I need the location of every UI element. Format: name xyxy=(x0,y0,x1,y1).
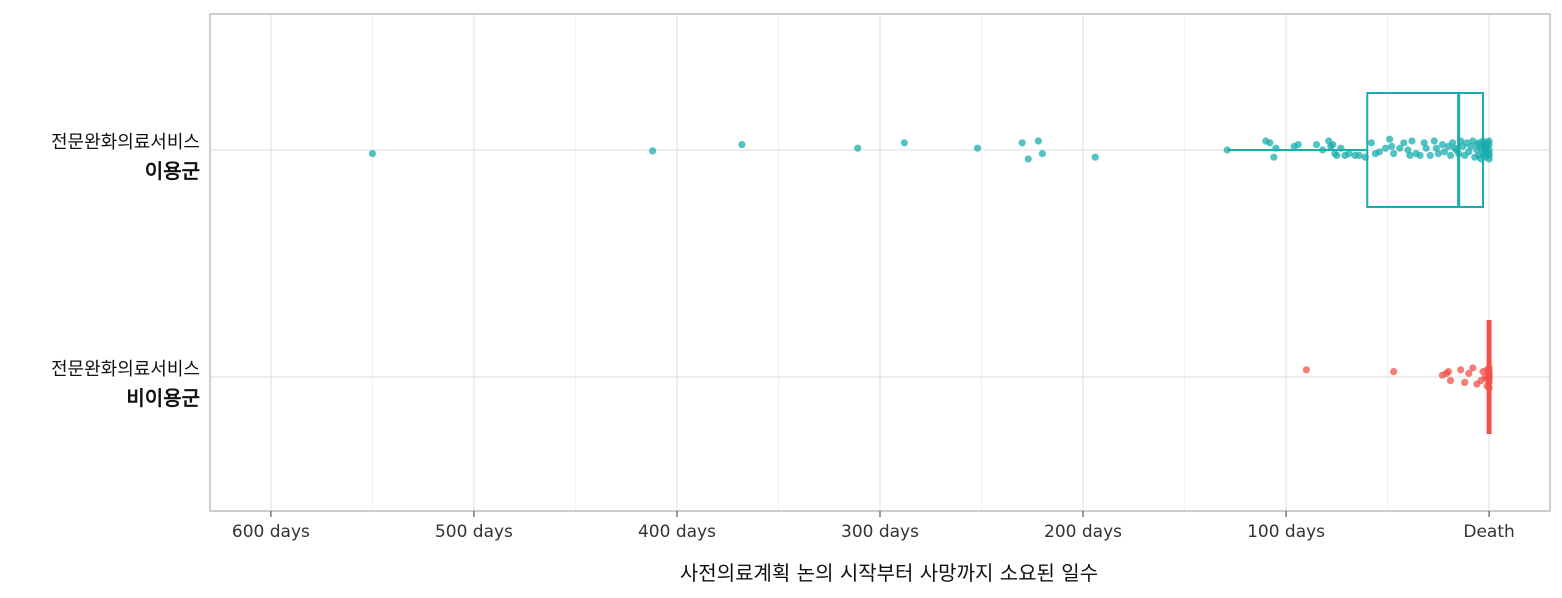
data-point xyxy=(649,147,657,155)
data-point xyxy=(1367,139,1375,147)
data-point xyxy=(1430,137,1438,145)
data-point xyxy=(1375,148,1384,156)
data-point xyxy=(1337,144,1345,152)
data-point xyxy=(854,144,862,152)
group-label-line1: 전문완화의료서비스 xyxy=(51,359,200,380)
data-point xyxy=(1420,139,1428,147)
data-point xyxy=(1485,384,1493,392)
data-point xyxy=(1457,137,1465,145)
data-point xyxy=(1355,151,1363,159)
data-point xyxy=(1388,142,1396,150)
data-point xyxy=(1448,139,1457,147)
data-point xyxy=(1485,151,1493,159)
data-point xyxy=(1467,142,1475,150)
series-group xyxy=(1302,320,1493,434)
x-tick-label: 100 days xyxy=(1247,522,1325,542)
x-tick-label: 600 days xyxy=(232,522,310,542)
data-point xyxy=(1018,139,1026,147)
data-point xyxy=(1422,144,1430,152)
grid-lines xyxy=(210,14,1550,511)
data-point xyxy=(1485,375,1493,383)
data-point xyxy=(1223,146,1231,154)
data-point xyxy=(1386,135,1394,143)
data-point xyxy=(1465,369,1473,377)
data-point xyxy=(1438,141,1446,149)
series-layer xyxy=(368,92,1493,434)
data-point xyxy=(1440,148,1449,156)
data-point xyxy=(1294,141,1302,149)
x-tick-label: 300 days xyxy=(841,522,919,542)
data-point xyxy=(1404,146,1412,154)
data-point xyxy=(1465,148,1473,156)
x-tick-label: Death xyxy=(1463,522,1514,542)
x-axis-title: 사전의료계획 논의 시작부터 사망까지 소요된 일수 xyxy=(680,561,1098,585)
data-point xyxy=(1302,366,1310,374)
data-point xyxy=(1329,141,1337,149)
data-point xyxy=(1270,153,1278,161)
data-point xyxy=(1416,151,1424,159)
data-point xyxy=(1408,137,1416,145)
data-point xyxy=(900,139,908,147)
data-point xyxy=(1461,378,1469,386)
group-label-line2: 비이용군 xyxy=(126,386,200,410)
data-point xyxy=(1390,368,1398,376)
data-point xyxy=(1432,144,1440,152)
data-point xyxy=(1361,153,1369,161)
data-point xyxy=(1485,368,1493,376)
data-point xyxy=(1396,144,1404,152)
data-point xyxy=(1091,153,1099,161)
data-point xyxy=(1319,146,1327,154)
data-point xyxy=(1381,144,1390,152)
group-label-line1: 전문완화의료서비스 xyxy=(51,132,200,153)
series-group xyxy=(368,92,1493,208)
data-point xyxy=(1455,150,1463,158)
data-point xyxy=(1400,139,1408,147)
data-point xyxy=(1444,368,1453,376)
data-point xyxy=(1345,150,1353,158)
x-tick-label: 500 days xyxy=(435,522,513,542)
data-point xyxy=(1485,137,1493,145)
data-point xyxy=(1024,155,1032,163)
data-point xyxy=(1312,141,1321,149)
group-label-line2: 이용군 xyxy=(145,159,200,183)
data-point xyxy=(1333,151,1341,159)
data-point xyxy=(1446,377,1455,385)
data-point xyxy=(368,150,377,158)
data-point xyxy=(1446,151,1455,159)
data-point xyxy=(1406,151,1414,159)
data-point xyxy=(1457,366,1465,374)
data-point xyxy=(1434,150,1442,158)
x-axis-ticks: 600 days 500 days 400 days 300 days 200 days… xyxy=(232,511,1515,542)
data-point xyxy=(1266,139,1274,147)
data-point xyxy=(1426,151,1434,159)
data-point xyxy=(973,144,982,152)
data-point xyxy=(738,141,746,149)
data-point xyxy=(1034,137,1042,145)
x-tick-label: 400 days xyxy=(638,522,716,542)
x-tick-label: 200 days xyxy=(1044,522,1122,542)
data-point xyxy=(1272,144,1280,152)
data-point xyxy=(1038,150,1047,158)
data-point xyxy=(1390,150,1398,158)
data-point xyxy=(1469,364,1477,372)
